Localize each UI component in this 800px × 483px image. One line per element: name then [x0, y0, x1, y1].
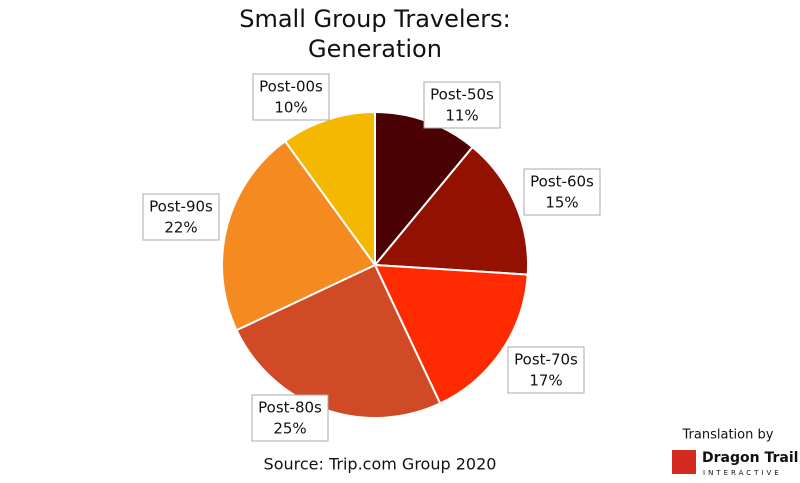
credit-text: Translation by — [682, 428, 774, 443]
data-label-name: Post-70s — [514, 351, 578, 369]
pie-slice — [221, 139, 377, 332]
data-label-value: 15% — [545, 194, 578, 212]
data-label-name: Post-00s — [259, 78, 323, 96]
logo-brand: Dragon Trail — [702, 450, 798, 466]
label-box — [142, 193, 220, 241]
label-box — [251, 394, 329, 442]
logo-tagline: INTERACTIVE — [703, 469, 782, 477]
data-label-value: 11% — [445, 107, 478, 125]
data-label-name: Post-50s — [430, 86, 494, 104]
label-box — [252, 73, 330, 121]
label-box — [423, 81, 501, 129]
data-label-name: Post-80s — [258, 399, 322, 417]
chart-title: Small Group Travelers: — [239, 5, 511, 33]
label-box — [523, 168, 601, 216]
data-label-value: 22% — [164, 219, 197, 237]
data-label-value: 10% — [274, 99, 307, 117]
data-label-value: 17% — [529, 372, 562, 390]
logo-icon — [672, 450, 696, 474]
label-box — [507, 346, 585, 394]
pie-slice — [373, 263, 529, 405]
chart-title: Generation — [308, 35, 442, 63]
data-label-value: 25% — [273, 420, 306, 438]
data-label-name: Post-90s — [149, 198, 213, 216]
source: Source: Trip.com Group 2020 — [264, 455, 497, 474]
pie-slice — [372, 145, 529, 276]
data-label-name: Post-60s — [530, 173, 594, 191]
